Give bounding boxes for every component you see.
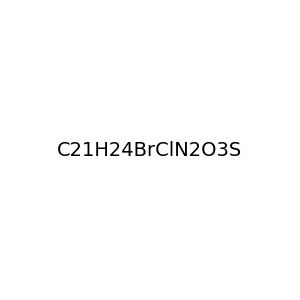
Text: C21H24BrClN2O3S: C21H24BrClN2O3S: [57, 140, 243, 160]
